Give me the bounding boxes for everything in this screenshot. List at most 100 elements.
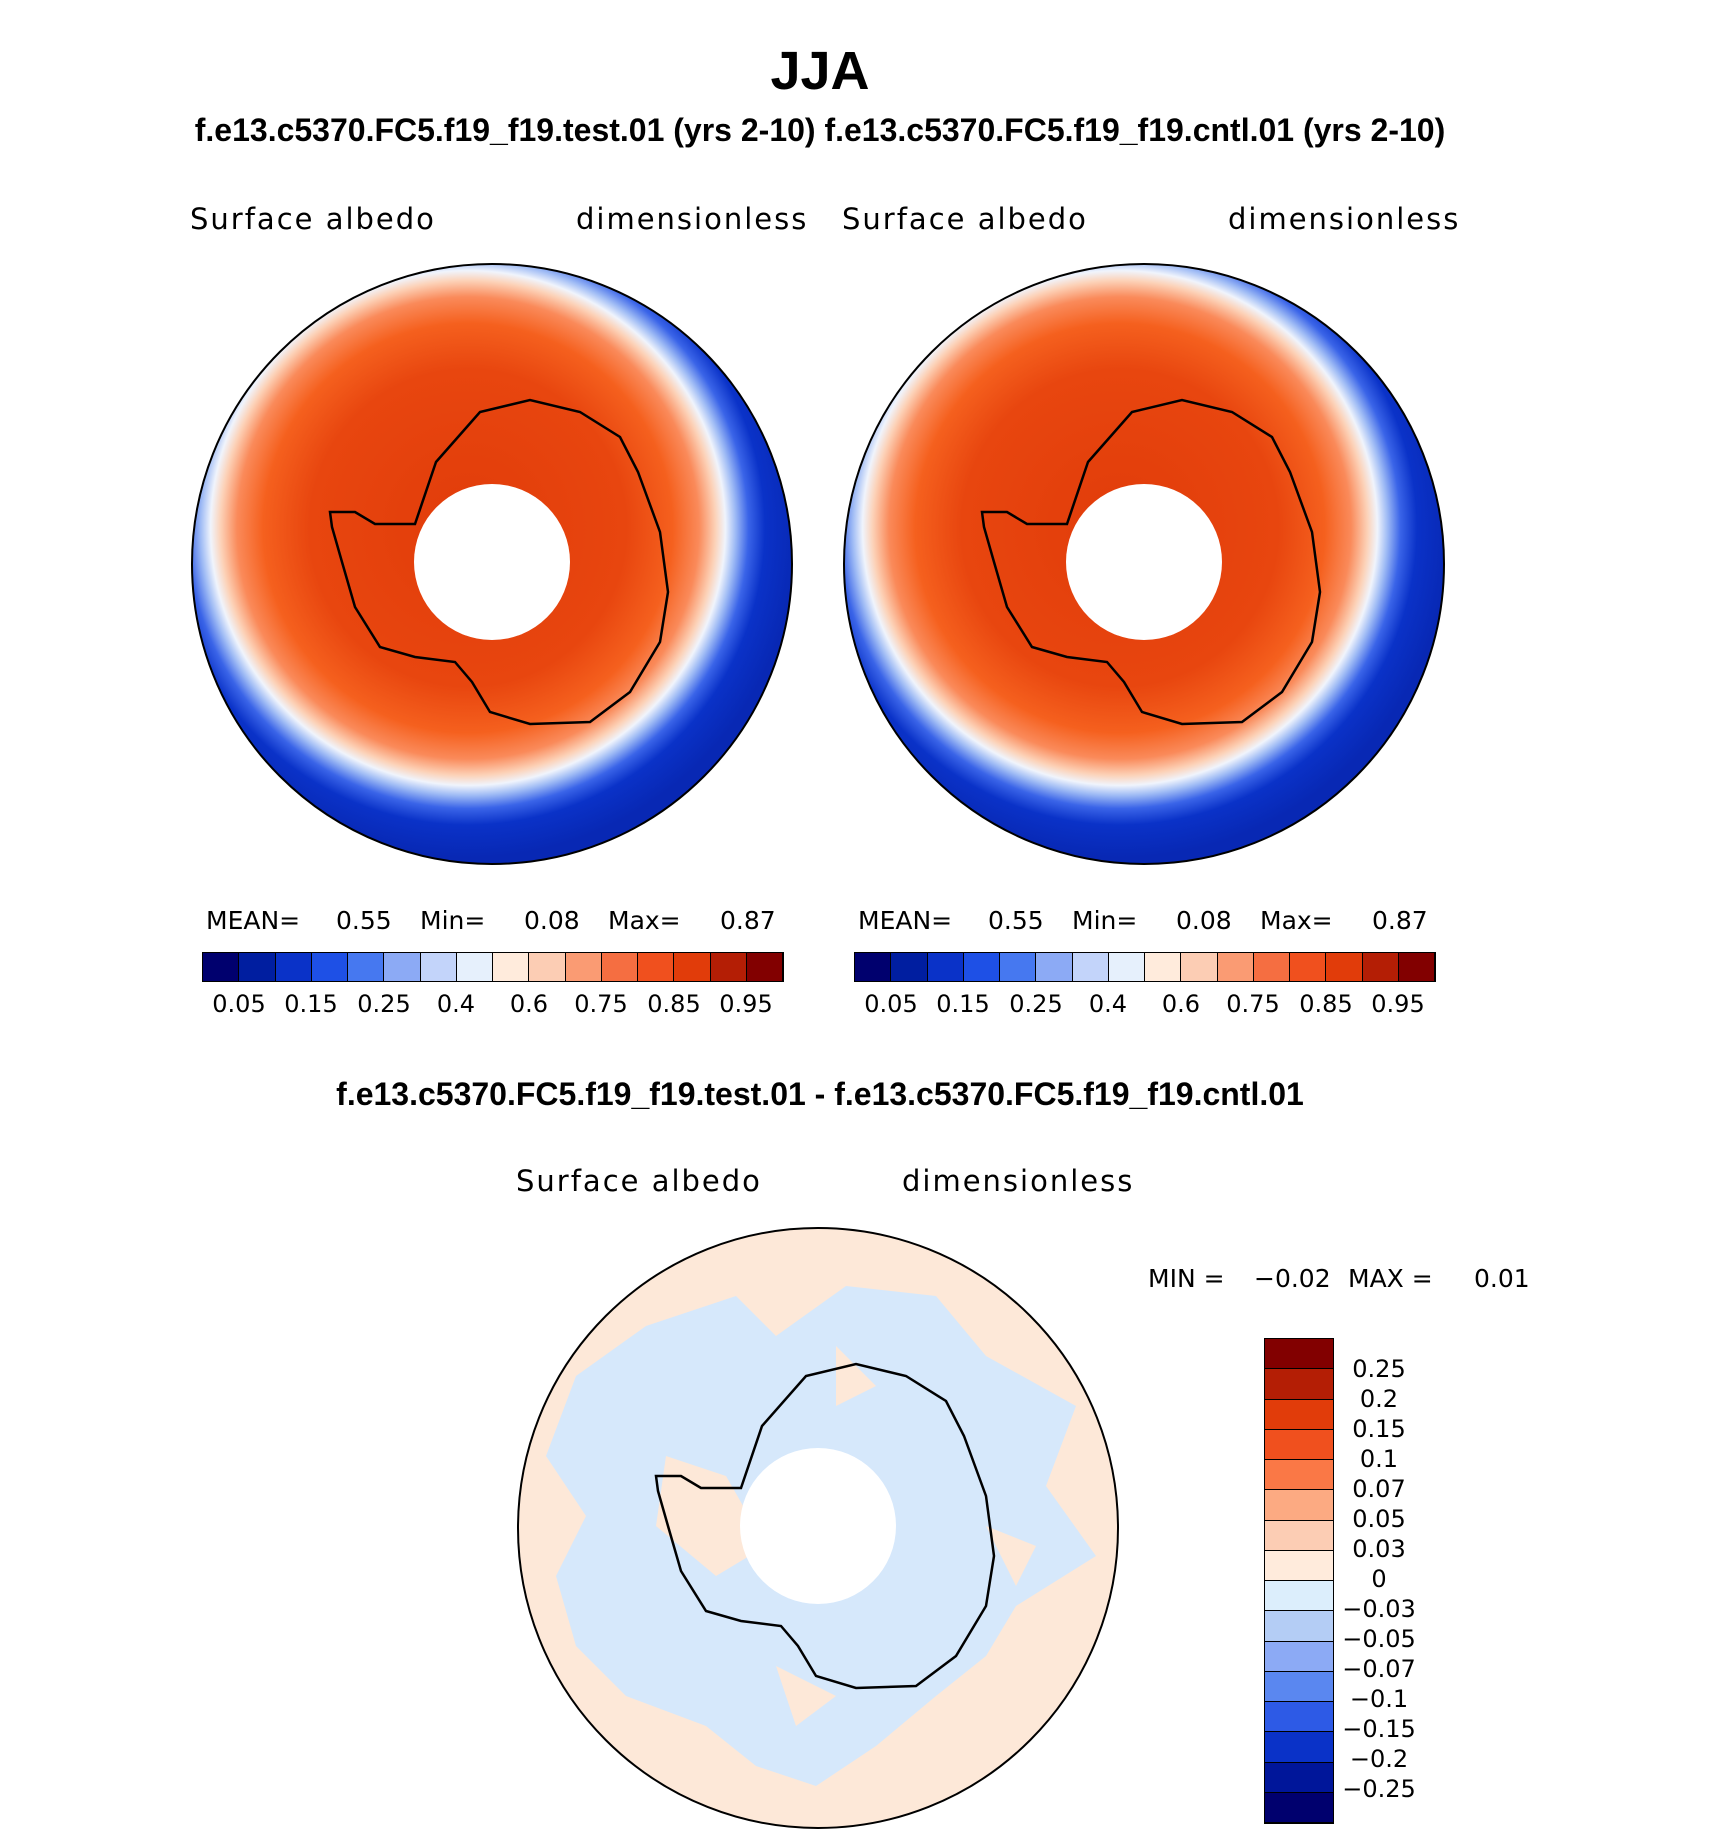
colorbar-tick-label: 0.05	[864, 990, 918, 1018]
colorbar-swatch	[348, 953, 385, 981]
panel1-mean-label: MEAN=	[206, 906, 301, 935]
colorbar-swatch	[311, 953, 348, 981]
colorbar-tick-label: 0.85	[647, 990, 701, 1018]
colorbar-swatch	[1265, 1641, 1333, 1672]
colorbar-tick-label: 0.25	[357, 990, 411, 1018]
colorbar-swatch	[565, 953, 602, 981]
colorbar-swatch	[420, 953, 457, 981]
diff-variable-label: Surface albedo	[516, 1164, 762, 1198]
antarctica-coastline	[654, 1362, 996, 1690]
colorbar-swatch	[638, 953, 675, 981]
colorbar-swatch	[1265, 1339, 1333, 1370]
panel1-max-value: 0.87	[720, 906, 776, 935]
panel1-units-label: dimensionless	[576, 202, 809, 236]
colorbar-swatch	[1000, 953, 1037, 981]
diff-min-label: MIN =	[1148, 1264, 1225, 1293]
colorbar-difference	[1264, 1338, 1334, 1824]
panel1-mean-value: 0.55	[336, 906, 392, 935]
pole-hole	[740, 1448, 896, 1604]
colorbar-tick-label: 0.4	[436, 990, 476, 1018]
colorbar-swatch	[674, 953, 711, 981]
colorbar-swatch	[1265, 1732, 1333, 1763]
colorbar-swatch	[1253, 953, 1290, 981]
colorbar-tick-label: 0.4	[1088, 990, 1128, 1018]
colorbar-swatch	[1265, 1520, 1333, 1551]
colorbar-swatch	[891, 953, 928, 981]
panel2-variable-label: Surface albedo	[842, 202, 1088, 236]
colorbar-tick-label: 0.03	[1352, 1535, 1406, 1563]
colorbar-swatch	[1072, 953, 1109, 981]
colorbar-swatch	[239, 953, 276, 981]
panel1-max-label: Max=	[608, 906, 681, 935]
pole-hole	[414, 484, 570, 640]
colorbar-tick-label: 0.05	[212, 990, 266, 1018]
colorbar-swatch	[1108, 953, 1145, 981]
colorbar-tick-label: −0.07	[1342, 1655, 1416, 1683]
colorbar-tick-label: 0.25	[1009, 990, 1063, 1018]
colorbar-swatch	[1036, 953, 1073, 981]
diff-max-value: 0.01	[1474, 1264, 1530, 1293]
pole-hole	[1066, 484, 1222, 640]
panel2-mean-label: MEAN=	[858, 906, 953, 935]
colorbar-tick-label: 0.75	[1226, 990, 1280, 1018]
antarctica-coastline	[328, 398, 670, 726]
panel2-max-label: Max=	[1260, 906, 1333, 935]
panel1-min-value: 0.08	[524, 906, 580, 935]
panel1-min-label: Min=	[420, 906, 486, 935]
colorbar-swatch	[493, 953, 530, 981]
colorbar-tick-label: 0.6	[1161, 990, 1201, 1018]
colorbar-tick-label: 0	[1371, 1565, 1387, 1593]
colorbar-swatch	[1265, 1399, 1333, 1430]
diff-min-value: −0.02	[1254, 1264, 1331, 1293]
colorbar-swatch	[1265, 1369, 1333, 1400]
colorbar-tick-label: 0.95	[1371, 990, 1425, 1018]
colorbar-swatch	[1145, 953, 1182, 981]
map-panel-test	[191, 263, 793, 865]
colorbar-tick-label: 0.15	[936, 990, 990, 1018]
colorbar-swatch	[927, 953, 964, 981]
colorbar-swatch	[1265, 1792, 1333, 1823]
colorbar-swatch	[456, 953, 493, 981]
diff-units-label: dimensionless	[902, 1164, 1135, 1198]
colorbar-panel2	[854, 952, 1436, 982]
colorbar-swatch	[1265, 1611, 1333, 1642]
panel2-min-value: 0.08	[1176, 906, 1232, 935]
colorbar-swatch	[529, 953, 566, 981]
colorbar-tick-label: 0.05	[1352, 1505, 1406, 1533]
colorbar-swatch	[1362, 953, 1399, 981]
diff-field-positive-patches	[656, 1346, 1036, 1726]
colorbar-tick-label: 0.75	[574, 990, 628, 1018]
figure-title: JJA	[770, 41, 870, 101]
colorbar-tick-label: 0.07	[1352, 1475, 1406, 1503]
colorbar-tick-label: −0.2	[1349, 1745, 1409, 1773]
difference-title: f.e13.c5370.FC5.f19_f19.test.01 - f.e13.…	[336, 1076, 1304, 1112]
colorbar-tick-label: −0.03	[1342, 1595, 1416, 1623]
colorbar-swatch	[1181, 953, 1218, 981]
colorbar-tick-label: 0.85	[1299, 990, 1353, 1018]
map-panel-control	[843, 263, 1445, 865]
colorbar-swatch	[746, 953, 783, 981]
colorbar-tick-label: 0.15	[1352, 1415, 1406, 1443]
colorbar-swatch	[1265, 1429, 1333, 1460]
colorbar-tick-label: 0.15	[284, 990, 338, 1018]
colorbar-tick-label: −0.15	[1342, 1715, 1416, 1743]
colorbar-swatch	[855, 953, 892, 981]
panel2-units-label: dimensionless	[1228, 202, 1461, 236]
panel1-variable-label: Surface albedo	[190, 202, 436, 236]
colorbar-tick-label: 0.25	[1352, 1355, 1406, 1383]
colorbar-swatch	[1326, 953, 1363, 981]
diff-max-label: MAX =	[1348, 1264, 1433, 1293]
colorbar-swatch	[1398, 953, 1435, 981]
antarctica-coastline	[980, 398, 1322, 726]
colorbar-tick-label: −0.1	[1349, 1685, 1409, 1713]
colorbar-tick-label: −0.25	[1342, 1775, 1416, 1803]
panel2-mean-value: 0.55	[988, 906, 1044, 935]
colorbar-swatch	[1265, 1702, 1333, 1733]
figure-subtitle: f.e13.c5370.FC5.f19_f19.test.01 (yrs 2-1…	[194, 112, 1446, 148]
colorbar-swatch	[1265, 1460, 1333, 1491]
colorbar-tick-label: 0.2	[1359, 1385, 1399, 1413]
colorbar-swatch	[601, 953, 638, 981]
colorbar-swatch	[203, 953, 240, 981]
colorbar-swatch	[710, 953, 747, 981]
colorbar-swatch	[963, 953, 1000, 981]
